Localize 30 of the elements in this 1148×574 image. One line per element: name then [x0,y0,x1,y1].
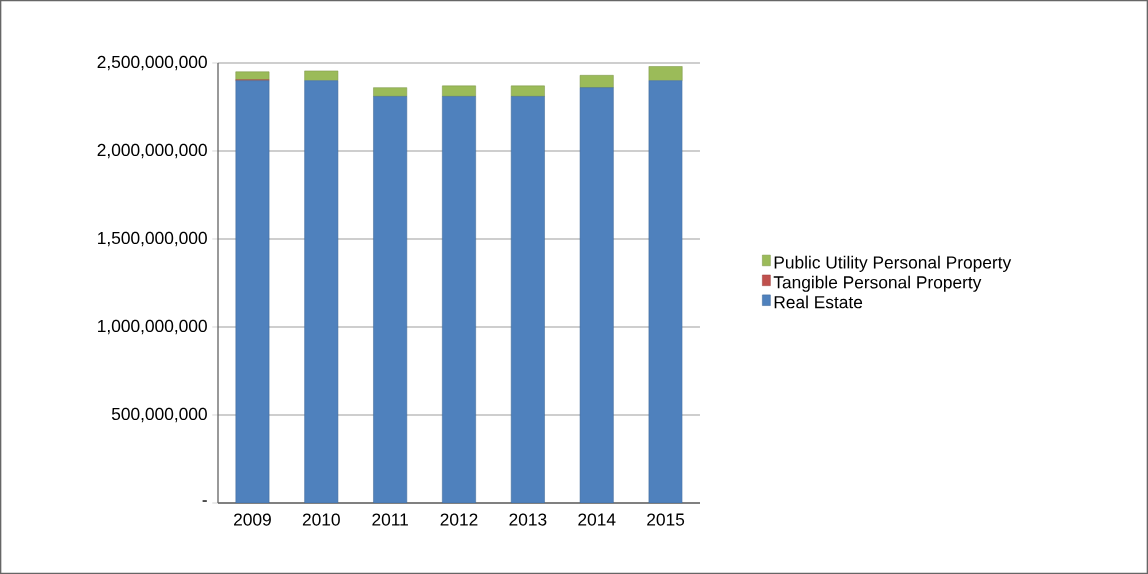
legend-label: Real Estate [774,295,863,309]
y-tick-label: 2,500,000,000 [97,55,207,71]
legend-label: Tangible Personal Property [773,275,982,292]
y-tick-label: 1,500,000,000 [98,231,207,247]
x-tick-label: 2015 [647,513,685,526]
bar [304,80,339,503]
bar [648,80,683,503]
bar [304,70,339,81]
bar [235,71,270,80]
y-tick-label: 2,000,000,000 [97,143,207,159]
bar [442,85,476,97]
bar [373,87,408,97]
x-tick-label: 2013 [509,513,547,526]
y-tick-label: 500,000,000 [111,407,207,423]
bar [579,75,614,88]
x-tick-label: 2014 [578,513,616,526]
bar [510,85,545,97]
y-tick-label: 1,000,000,000 [98,319,207,335]
y-tick-label: - [202,500,207,502]
bar [442,96,476,503]
bar [510,96,545,503]
x-tick-label: 2011 [372,513,408,526]
bar [235,80,270,503]
legend-label: Public Utility Personal Property [774,255,1012,272]
x-tick-label: 2009 [234,513,271,526]
bar [373,96,408,503]
bar [579,87,614,503]
x-tick-label: 2010 [302,513,340,526]
x-tick-label: 2012 [440,513,478,526]
bar [648,66,683,81]
